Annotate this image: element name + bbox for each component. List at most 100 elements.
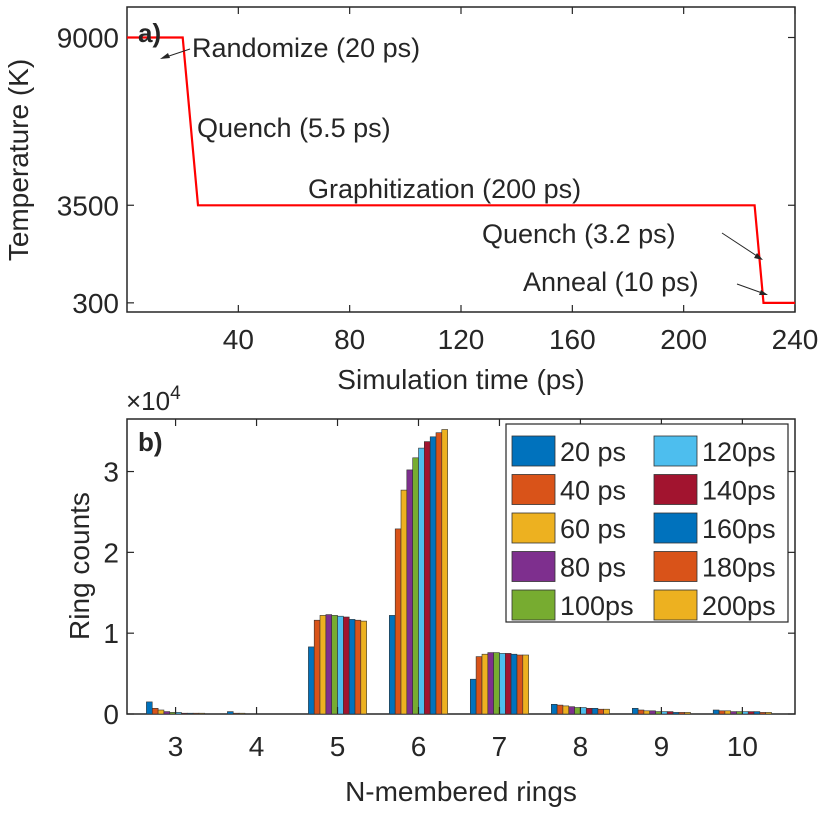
- bar-10-rings-180ps: [759, 712, 767, 715]
- annotation-quench-2-arrowhead: [754, 253, 763, 260]
- panel-b-ticks: 3 4 5 6 7 8 9 10 0 1 2 3: [103, 419, 795, 762]
- bar-5-rings-120ps: [337, 615, 344, 715]
- annotation-quench-2: Quench (3.2 ps): [482, 219, 676, 249]
- annotation-anneal-arrowhead: [759, 290, 768, 295]
- bar-3-rings-60ps: [157, 709, 165, 715]
- bar-9-rings-100ps: [655, 711, 662, 715]
- category-label: 6: [411, 731, 427, 762]
- bar-6-rings-180ps: [435, 432, 443, 715]
- bar-8-rings-60ps: [562, 705, 570, 715]
- bar-8-rings-100ps: [574, 707, 581, 715]
- panel-b-y-axis-label: Ring counts: [64, 492, 95, 640]
- legend-swatch-100ps: [511, 589, 556, 621]
- y-axis-multiplier-exponent: 4: [170, 383, 181, 404]
- bar-3-rings-100ps: [169, 712, 176, 715]
- bar-5-rings-60ps: [319, 615, 327, 715]
- panel-a-y-axis-label: Temperature (K): [3, 59, 34, 261]
- bar-6-rings-80ps: [406, 469, 413, 715]
- bar-3-rings-20ps: [146, 701, 153, 715]
- bar-9-rings-200ps: [684, 712, 691, 715]
- annotation-randomize: Randomize (20 ps): [192, 33, 420, 63]
- bar-5-rings-180ps: [354, 619, 362, 715]
- bar-8-rings-160ps: [591, 707, 599, 715]
- bar-7-rings-100ps: [493, 652, 500, 715]
- bar-8-rings-140ps: [585, 707, 593, 715]
- category-label: 8: [573, 731, 589, 762]
- legend-swatch-140ps: [653, 474, 698, 505]
- category-label: 9: [654, 731, 670, 762]
- bar-8-rings-120ps: [580, 707, 587, 715]
- legend-label: 80 ps: [560, 553, 626, 583]
- bar-5-rings-100ps: [331, 615, 338, 715]
- annotation-graphitization: Graphitization (200 ps): [308, 174, 581, 204]
- bar-10-rings-100ps: [736, 711, 743, 715]
- panel-a-x-tick-label: 40: [223, 324, 254, 355]
- bar-10-rings-20ps: [712, 709, 720, 715]
- legend-label: 180ps: [702, 553, 776, 583]
- legend: 20 ps 40 ps 60 ps 80 ps 100ps 120ps 140ps 160ps…: [505, 423, 789, 623]
- panel-a-x-axis-label: Simulation time (ps): [337, 364, 584, 395]
- legend-swatch-180ps: [653, 551, 698, 582]
- temperature-line: [127, 36, 795, 304]
- bar-4-rings-60ps: [238, 712, 246, 715]
- bar-7-rings-140ps: [504, 653, 512, 715]
- category-label: 10: [727, 731, 758, 762]
- bar-4-rings-40ps: [232, 712, 240, 715]
- bar-3-rings-140ps: [181, 712, 188, 715]
- bar-5-rings-40ps: [313, 619, 321, 715]
- bar-7-rings-40ps: [475, 656, 483, 715]
- legend-label: 120ps: [702, 437, 776, 467]
- bar-5-rings-140ps: [343, 616, 350, 715]
- bar-6-rings-40ps: [394, 528, 402, 715]
- bar-7-rings-200ps: [522, 654, 529, 715]
- bar-9-rings-60ps: [643, 710, 651, 715]
- legend-label: 160ps: [702, 514, 776, 544]
- bar-3-rings-80ps: [163, 711, 171, 715]
- bar-4-rings-20ps: [227, 711, 234, 715]
- bar-6-rings-60ps: [400, 489, 408, 715]
- panel-b-y-tick-label: 2: [103, 537, 119, 568]
- legend-swatch-160ps: [653, 512, 698, 544]
- legend-label: 20 ps: [560, 437, 626, 467]
- bar-8-rings-40ps: [556, 704, 564, 715]
- bar-7-rings-160ps: [510, 653, 518, 715]
- bar-9-rings-140ps: [666, 711, 674, 715]
- bar-9-rings-120ps: [661, 711, 668, 715]
- bar-8-rings-200ps: [603, 708, 610, 715]
- bar-3-rings-160ps: [186, 712, 194, 715]
- category-label: 5: [330, 731, 346, 762]
- bar-8-rings-20ps: [550, 703, 558, 715]
- annotation-randomize-arrowhead: [160, 53, 170, 59]
- bar-6-rings-160ps: [429, 436, 437, 715]
- panel-a-x-tick-label: 160: [549, 324, 596, 355]
- legend-swatch-20ps: [511, 435, 556, 467]
- bar-5-rings-20ps: [308, 646, 315, 715]
- legend-swatch-40ps: [511, 474, 556, 505]
- bar-10-rings-40ps: [718, 710, 726, 715]
- category-label: 3: [168, 731, 184, 762]
- legend-label: 200ps: [702, 591, 776, 621]
- panel-a-x-tick-label: 80: [334, 324, 365, 355]
- bar-6-rings-140ps: [423, 441, 431, 715]
- legend-swatch-120ps: [653, 435, 698, 467]
- panel-a-ticks: 40 80 120 160 200 240 300 3500 9000: [57, 7, 818, 355]
- legend-label: 40 ps: [560, 476, 626, 506]
- bar-10-rings-80ps: [730, 711, 737, 715]
- bar-10-rings-200ps: [765, 712, 772, 715]
- bar-5-rings-200ps: [360, 620, 367, 715]
- legend-label: 100ps: [560, 591, 634, 621]
- panel-b-label: b): [138, 427, 163, 457]
- panel-a-x-tick-label: 200: [660, 324, 707, 355]
- bar-9-rings-180ps: [678, 712, 686, 715]
- y-axis-multiplier: ×104: [126, 383, 181, 416]
- legend-label: 60 ps: [560, 514, 626, 544]
- bar-10-rings-60ps: [724, 710, 732, 715]
- bar-6-rings-200ps: [441, 429, 448, 715]
- temperature-panel: 40 80 120 160 200 240 300 3500 9000 a) Randomize…: [3, 6, 818, 395]
- bar-9-rings-40ps: [637, 709, 645, 715]
- bar-3-rings-40ps: [152, 707, 159, 715]
- bar-10-rings-160ps: [753, 711, 761, 715]
- bar-7-rings-80ps: [487, 652, 494, 715]
